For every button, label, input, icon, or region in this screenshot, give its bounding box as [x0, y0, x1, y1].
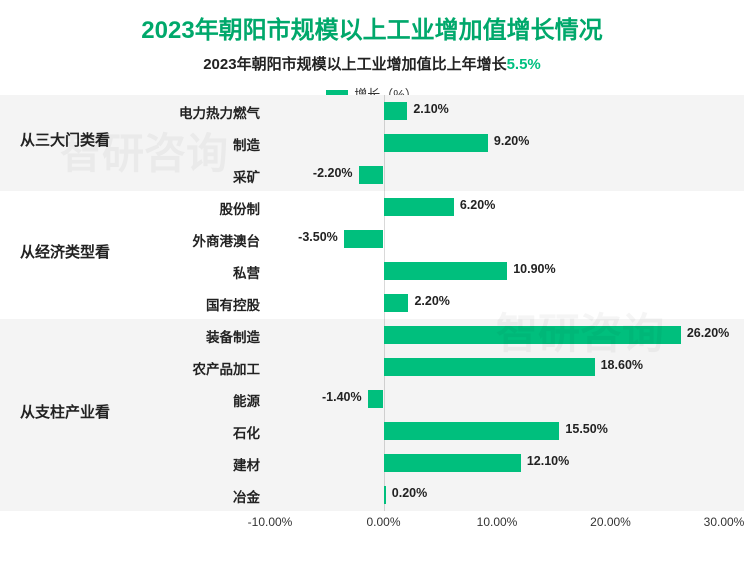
bar-value-label: 10.90%: [513, 262, 555, 276]
chart-row: 石化 15.50%: [0, 415, 744, 447]
chart-row: 电力热力燃气 2.10%: [0, 95, 744, 127]
subcategory-label: 石化: [140, 422, 260, 442]
chart-row: 农产品加工 18.60%: [0, 351, 744, 383]
bar-area: 2.10%: [270, 95, 724, 127]
bar: [344, 230, 384, 248]
chart-row: 能源 -1.40%: [0, 383, 744, 415]
bar: [384, 102, 408, 120]
bar: [384, 326, 681, 344]
bar-value-label: 6.20%: [460, 198, 495, 212]
bar-area: 18.60%: [270, 351, 724, 383]
bar-area: 9.20%: [270, 127, 724, 159]
bar-value-label: 2.20%: [414, 294, 449, 308]
bar-value-label: 15.50%: [565, 422, 607, 436]
chart-title: 2023年朝阳市规模以上工业增加值增长情况: [0, 0, 744, 45]
subcategory-label: 采矿: [140, 166, 260, 186]
bar-area: 6.20%: [270, 191, 724, 223]
bar-area: 26.20%: [270, 319, 724, 351]
chart-row: 国有控股 2.20%: [0, 287, 744, 319]
subcategory-label: 外商港澳台: [140, 230, 260, 250]
bar-area: 10.90%: [270, 255, 724, 287]
bar-area: -1.40%: [270, 383, 724, 415]
chart-row: 采矿 -2.20%: [0, 159, 744, 191]
bar-value-label: -3.50%: [298, 230, 338, 244]
bar: [384, 358, 595, 376]
bar: [384, 134, 488, 152]
bar-value-label: 0.20%: [392, 486, 427, 500]
chart-row: 股份制 6.20%: [0, 191, 744, 223]
bar: [359, 166, 384, 184]
bar-value-label: 12.10%: [527, 454, 569, 468]
bar-value-label: -1.40%: [322, 390, 362, 404]
axis-tick: -10.00%: [248, 515, 293, 529]
subcategory-label: 电力热力燃气: [140, 102, 260, 122]
bar: [384, 262, 508, 280]
bar-area: -3.50%: [270, 223, 724, 255]
bar-value-label: 26.20%: [687, 326, 729, 340]
x-axis: -10.00%0.00%10.00%20.00%30.00%: [270, 515, 724, 535]
subtitle-prefix: 2023年朝阳市规模以上工业增加值比上年增长: [203, 56, 506, 73]
bar: [384, 422, 560, 440]
subcategory-label: 装备制造: [140, 326, 260, 346]
bar-value-label: 9.20%: [494, 134, 529, 148]
subcategory-label: 国有控股: [140, 294, 260, 314]
chart-subtitle: 2023年朝阳市规模以上工业增加值比上年增长5.5%: [0, 53, 744, 74]
chart-row: 建材 12.10%: [0, 447, 744, 479]
bar-area: -2.20%: [270, 159, 724, 191]
bar: [384, 198, 454, 216]
axis-tick: 30.00%: [704, 515, 744, 529]
subcategory-label: 制造: [140, 134, 260, 154]
bar-area: 2.20%: [270, 287, 724, 319]
bar-value-label: 2.10%: [413, 102, 448, 116]
bar: [368, 390, 384, 408]
bar-area: 0.20%: [270, 479, 724, 511]
axis-tick: 20.00%: [590, 515, 631, 529]
bar-area: 12.10%: [270, 447, 724, 479]
subcategory-label: 股份制: [140, 198, 260, 218]
bar: [384, 454, 521, 472]
subcategory-label: 私营: [140, 262, 260, 282]
subtitle-value: 5.5%: [507, 56, 541, 73]
bar: [384, 486, 386, 504]
bar: [384, 294, 409, 312]
bar-value-label: -2.20%: [313, 166, 353, 180]
bar-area: 15.50%: [270, 415, 724, 447]
axis-tick: 0.00%: [366, 515, 400, 529]
bar-value-label: 18.60%: [601, 358, 643, 372]
chart-area: -10.00%0.00%10.00%20.00%30.00% 从三大门类看电力热…: [0, 95, 744, 537]
axis-tick: 10.00%: [477, 515, 518, 529]
chart-row: 外商港澳台 -3.50%: [0, 223, 744, 255]
subcategory-label: 农产品加工: [140, 358, 260, 378]
subcategory-label: 建材: [140, 454, 260, 474]
chart-row: 私营 10.90%: [0, 255, 744, 287]
subcategory-label: 能源: [140, 390, 260, 410]
chart-row: 冶金 0.20%: [0, 479, 744, 511]
chart-row: 装备制造 26.20%: [0, 319, 744, 351]
subcategory-label: 冶金: [140, 486, 260, 506]
chart-row: 制造 9.20%: [0, 127, 744, 159]
